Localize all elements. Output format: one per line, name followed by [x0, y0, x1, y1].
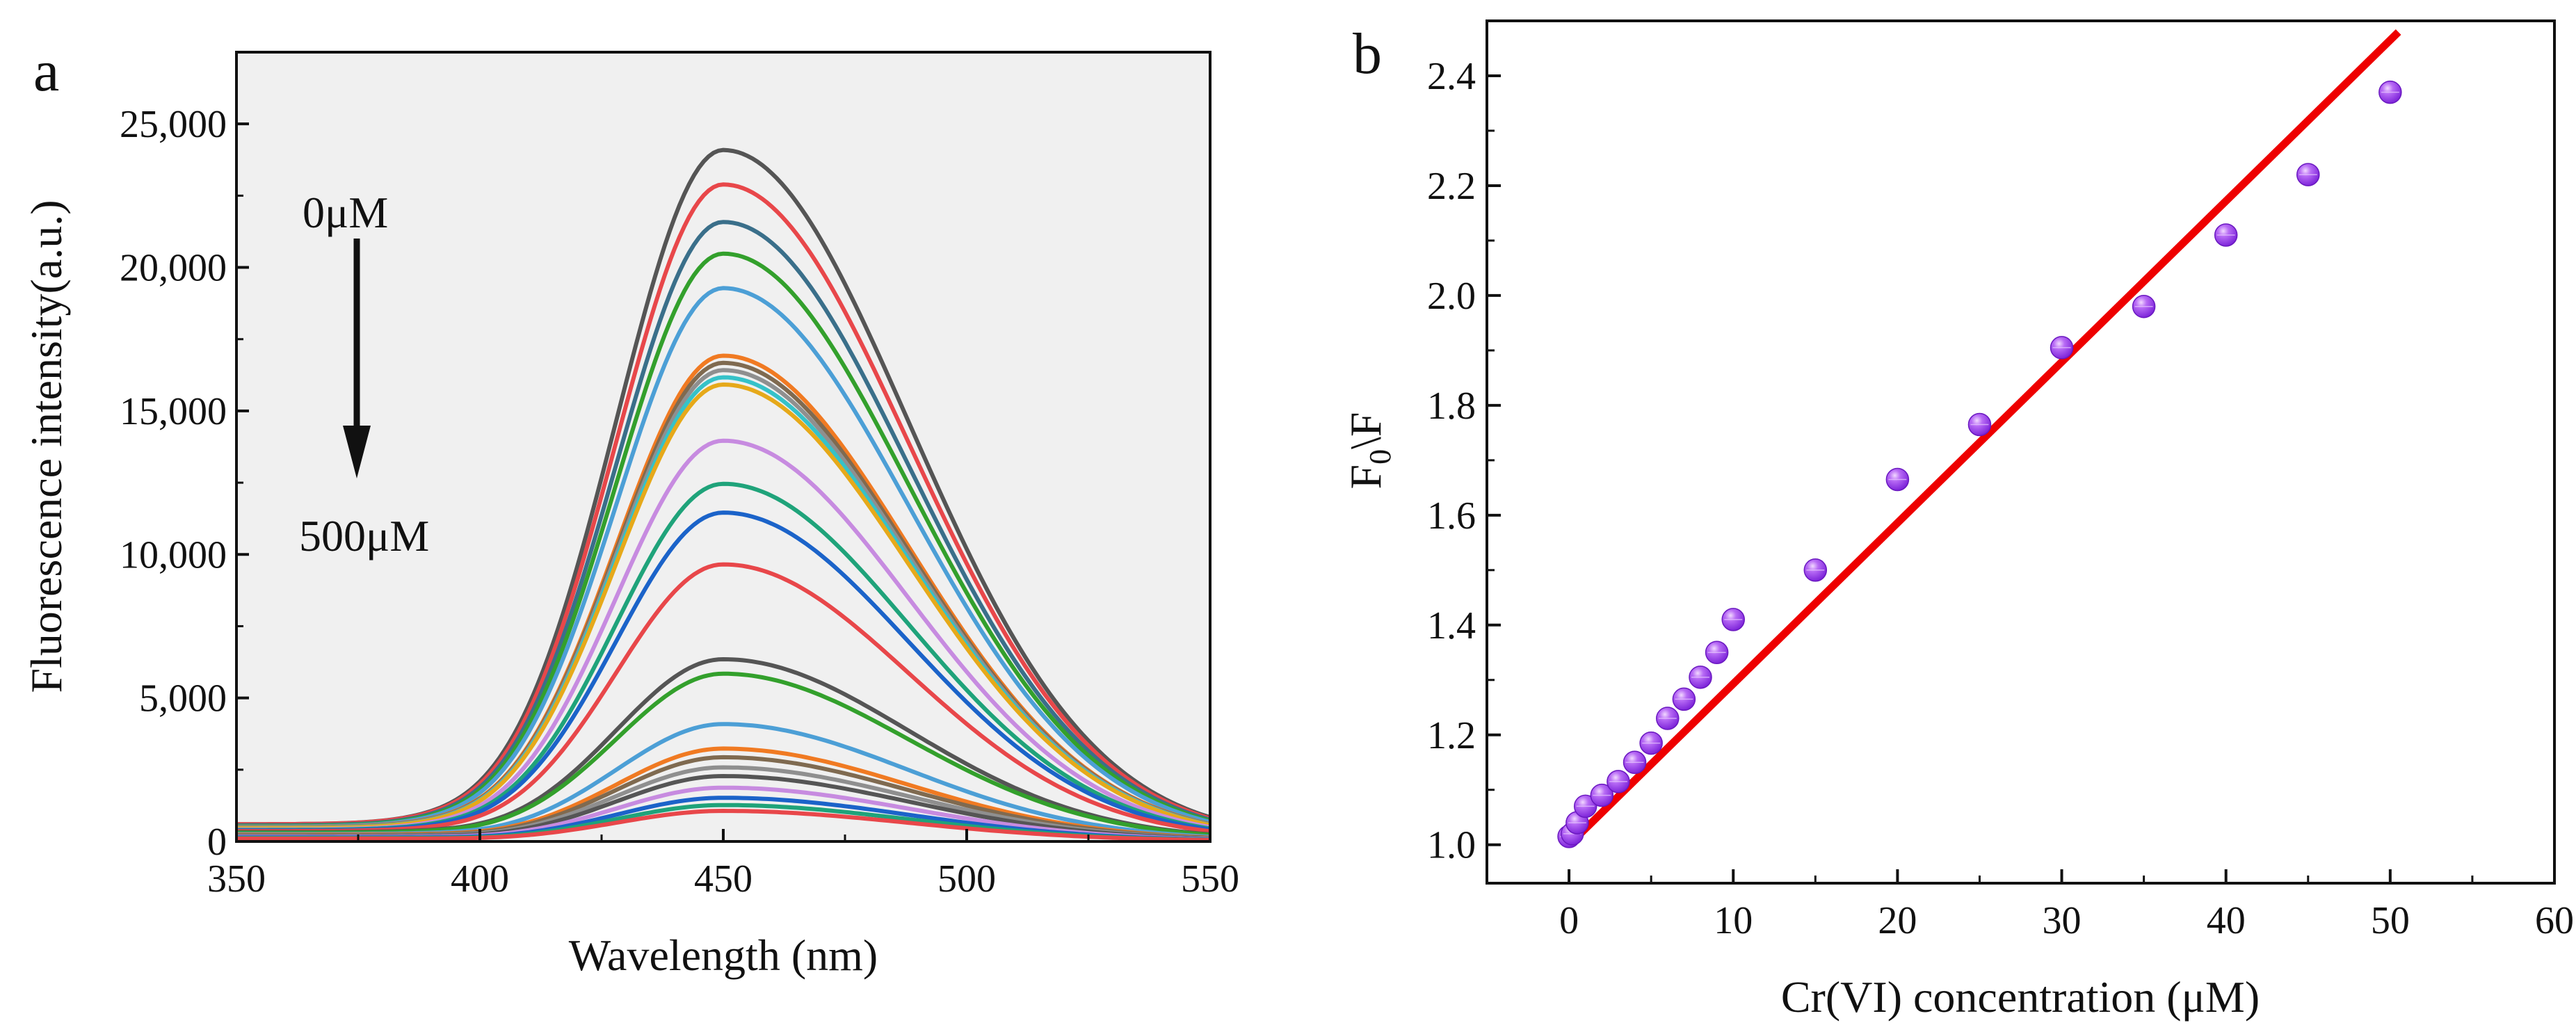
data-point [1607, 770, 1630, 793]
x-tick-label: 10 [1714, 899, 1753, 942]
panel-b-y-axis-title: F0\F [1341, 412, 1397, 490]
data-point [1590, 783, 1614, 807]
panel-a-label: a [33, 39, 59, 104]
x-tick-label: 550 [1181, 857, 1239, 901]
data-point [2378, 80, 2402, 104]
x-tick-label: 500 [937, 857, 996, 901]
data-point [1623, 750, 1647, 774]
panel-a-x-ticks: 350 400 450 500 550 [207, 829, 1239, 901]
data-point [1967, 412, 1992, 437]
y-tick-label: 0 [207, 821, 227, 864]
arrow-icon [343, 239, 371, 478]
y-tick-label: 20,000 [120, 247, 227, 290]
y-tick-label: 1.2 [1427, 714, 1476, 757]
panel-a-y-ticks: 0 5,000 10,000 15,000 20,000 25,000 [120, 103, 249, 864]
y-tick-label: 1.0 [1427, 824, 1476, 867]
y-tick-label: 15,000 [120, 390, 227, 433]
data-point [2050, 336, 2074, 360]
panel-a-x-axis-title: Wavelength (nm) [569, 930, 878, 980]
data-point [1803, 558, 1828, 582]
panel-a-y-axis-title: Fluorescence intensity(a.u.) [22, 200, 71, 693]
panel-b: 0 10 20 30 40 50 60 1.0 1.2 1.4 1.6 1.8 2.0 2.2 2.4 b… [1341, 19, 2574, 1022]
y-tick-label: 2.4 [1427, 55, 1476, 98]
y-tick-label: 2.2 [1427, 165, 1476, 208]
panel-b-label: b [1353, 22, 1382, 86]
spectrum-line-25 [236, 808, 1211, 842]
x-tick-label: 30 [2043, 899, 2082, 942]
panel-b-frame [1486, 19, 2556, 885]
x-tick-label: 60 [2535, 899, 2574, 942]
y-tick-label: 25,000 [120, 103, 227, 146]
y-tick-label: 1.6 [1427, 494, 1476, 538]
data-point [1672, 687, 1696, 711]
fit-line [1566, 29, 2401, 848]
panel-b-y-ticks: 1.0 1.2 1.4 1.6 1.8 2.0 2.2 2.4 [1427, 55, 1501, 867]
data-point [1705, 640, 1729, 665]
x-tick-label: 450 [694, 857, 752, 901]
data-point [1885, 467, 1910, 492]
panel-b-x-ticks: 0 10 20 30 40 50 60 [1559, 869, 2574, 942]
data-point [1656, 707, 1680, 730]
y-tick-label: 5,000 [139, 677, 227, 720]
data-point [1639, 731, 1663, 755]
x-tick-label: 400 [451, 857, 509, 901]
y-tick-label: 10,000 [120, 533, 227, 577]
y-tick-label: 2.0 [1427, 275, 1476, 318]
panel-b-x-axis-title: Cr(VI) concentration (μM) [1781, 972, 2260, 1022]
annotation-start-concentration: 0μM [303, 188, 388, 237]
panel-a: 350 400 450 500 550 0 5,000 10,000 15,000 20,000… [22, 39, 1239, 980]
data-point [1721, 608, 1745, 631]
spectra-curves [236, 147, 1211, 842]
x-tick-label: 40 [2207, 899, 2246, 942]
data-point [2296, 163, 2320, 186]
x-tick-label: 20 [1878, 899, 1917, 942]
y-tick-label: 1.8 [1427, 385, 1476, 428]
data-points [1557, 80, 2402, 848]
y-tick-label: 1.4 [1427, 604, 1476, 647]
x-tick-label: 0 [1559, 899, 1579, 942]
data-point [2132, 294, 2156, 319]
data-point [2214, 223, 2238, 247]
x-tick-label: 50 [2371, 899, 2410, 942]
data-point [1689, 666, 1712, 689]
data-point [1573, 794, 1597, 819]
x-tick-label: 350 [207, 857, 266, 901]
annotation-end-concentration: 500μM [299, 511, 429, 561]
